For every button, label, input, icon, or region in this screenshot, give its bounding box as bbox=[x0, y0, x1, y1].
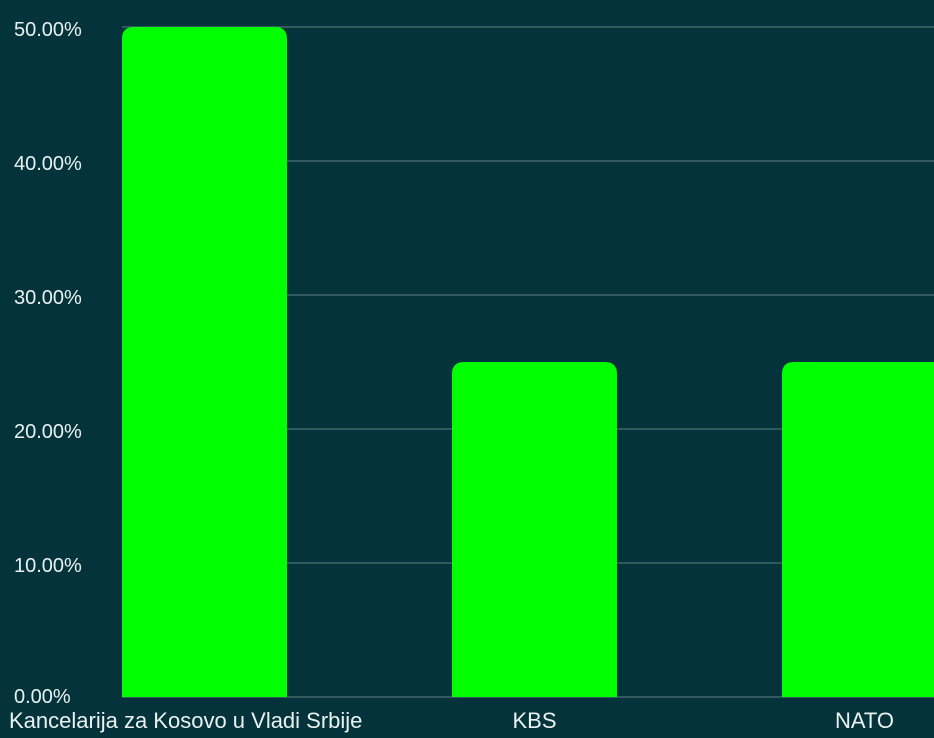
bar bbox=[122, 27, 287, 697]
y-tick-label: 50.00% bbox=[14, 19, 82, 41]
y-tick-label: 40.00% bbox=[14, 153, 82, 175]
bar bbox=[782, 362, 934, 697]
x-tick-label: Kancelarija za Kosovo u Vladi Srbije bbox=[9, 708, 362, 733]
bars bbox=[122, 27, 934, 697]
y-tick-label: 20.00% bbox=[14, 421, 82, 443]
y-tick-label: 0.00% bbox=[14, 686, 71, 708]
x-axis-tick-labels: Kancelarija za Kosovo u Vladi Srbije KBS N… bbox=[9, 708, 894, 733]
x-tick-label: NATO bbox=[835, 708, 894, 733]
bar bbox=[452, 362, 617, 697]
y-tick-label: 30.00% bbox=[14, 287, 82, 309]
y-axis-tick-labels: 0.00% 10.00% 20.00% 30.00% 40.00% 50.00% bbox=[14, 19, 82, 708]
y-tick-label: 10.00% bbox=[14, 555, 82, 577]
x-tick-label: KBS bbox=[512, 708, 556, 733]
